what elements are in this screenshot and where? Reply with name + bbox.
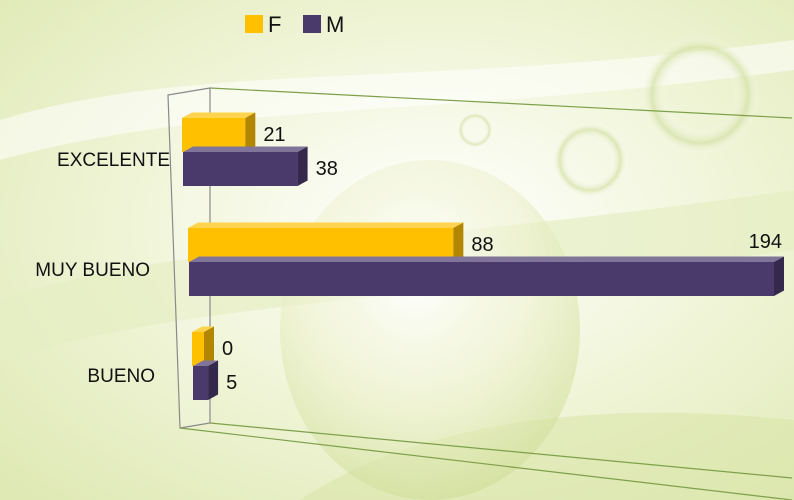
bar-front	[182, 118, 246, 152]
bar-f-1	[188, 222, 464, 262]
bar-front	[193, 366, 209, 400]
bars	[182, 112, 784, 400]
bar-end	[208, 360, 219, 400]
category-label: EXCELENTE	[57, 150, 170, 171]
bar-front	[189, 262, 774, 296]
bar-f-0	[182, 112, 256, 152]
legend-label-m: M	[326, 12, 344, 37]
legend-item-f: F	[245, 12, 281, 37]
bar-top	[192, 326, 214, 332]
bar-end	[245, 112, 256, 152]
bar-end	[453, 222, 464, 262]
data-label: 38	[316, 158, 338, 180]
bar-m-1	[189, 256, 784, 296]
data-label: 0	[222, 338, 233, 360]
data-labels: 21 38 88 194 0 5	[222, 124, 782, 394]
bar-top	[188, 222, 464, 228]
legend-swatch-f	[245, 15, 263, 33]
data-label: 21	[263, 124, 285, 146]
legend-label-f: F	[268, 12, 281, 37]
bar-end	[774, 256, 784, 296]
category-label: MUY BUENO	[35, 260, 150, 281]
data-label: 5	[226, 372, 237, 394]
bar-end	[204, 326, 214, 366]
legend: F M	[245, 12, 344, 37]
bar-front	[183, 152, 298, 186]
bar-f-2	[192, 326, 214, 366]
legend-swatch-m	[303, 15, 321, 33]
bar-front	[192, 332, 204, 366]
bar-front	[188, 228, 454, 262]
bar-m-2	[193, 360, 219, 400]
legend-item-m: M	[303, 12, 344, 37]
bar-top	[183, 146, 308, 152]
bar-top	[193, 360, 219, 366]
data-label: 88	[471, 234, 493, 256]
bar-m-0	[183, 146, 308, 186]
bar-top	[189, 256, 784, 262]
data-label: 194	[749, 231, 782, 253]
category-labels: EXCELENTE MUY BUENO BUENO	[35, 150, 170, 387]
category-label: BUENO	[87, 366, 155, 387]
bar-end	[297, 146, 308, 186]
bar-top	[182, 112, 256, 118]
